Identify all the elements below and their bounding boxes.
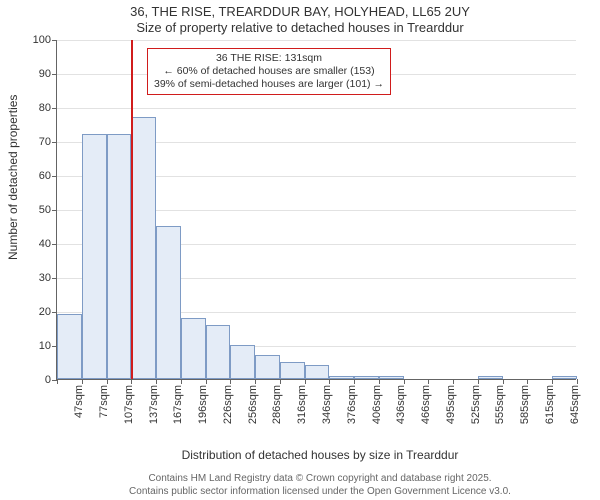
x-tick-mark xyxy=(552,379,553,384)
histogram-bar xyxy=(329,376,354,379)
x-tick-mark xyxy=(181,379,182,384)
y-tick-mark xyxy=(52,312,57,313)
histogram-bar xyxy=(552,376,577,379)
annotation-line: ← 60% of detached houses are smaller (15… xyxy=(154,65,384,78)
y-tick-label: 70 xyxy=(39,136,51,148)
x-tick-mark xyxy=(478,379,479,384)
y-axis-label: Number of detached properties xyxy=(6,95,20,260)
x-tick-mark xyxy=(527,379,528,384)
x-tick-mark xyxy=(107,379,108,384)
x-tick-mark xyxy=(206,379,207,384)
y-tick-label: 50 xyxy=(39,204,51,216)
y-tick-mark xyxy=(52,108,57,109)
histogram-bar xyxy=(57,314,82,379)
x-tick-label: 436sqm xyxy=(395,385,407,424)
y-tick-mark xyxy=(52,142,57,143)
y-tick-mark xyxy=(52,210,57,211)
x-tick-label: 47sqm xyxy=(73,385,85,418)
y-tick-label: 80 xyxy=(39,102,51,114)
x-tick-label: 585sqm xyxy=(519,385,531,424)
chart-container: 36, THE RISE, TREARDDUR BAY, HOLYHEAD, L… xyxy=(0,0,600,500)
x-tick-label: 137sqm xyxy=(148,385,160,424)
x-tick-mark xyxy=(131,379,132,384)
x-tick-mark xyxy=(379,379,380,384)
y-tick-mark xyxy=(52,176,57,177)
histogram-bar xyxy=(156,226,181,379)
y-tick-mark xyxy=(52,74,57,75)
x-tick-label: 167sqm xyxy=(172,385,184,424)
x-tick-mark xyxy=(329,379,330,384)
y-tick-label: 90 xyxy=(39,68,51,80)
annotation-line: 39% of semi-detached houses are larger (… xyxy=(154,78,384,91)
histogram-bar xyxy=(107,134,132,379)
x-tick-label: 555sqm xyxy=(494,385,506,424)
x-tick-mark xyxy=(255,379,256,384)
annotation-line: 36 THE RISE: 131sqm xyxy=(154,52,384,65)
x-tick-label: 495sqm xyxy=(445,385,457,424)
histogram-bar xyxy=(206,325,231,379)
x-tick-label: 466sqm xyxy=(420,385,432,424)
y-tick-label: 100 xyxy=(33,34,51,46)
y-tick-label: 30 xyxy=(39,272,51,284)
x-tick-mark xyxy=(503,379,504,384)
x-tick-label: 316sqm xyxy=(296,385,308,424)
histogram-bar xyxy=(354,376,379,379)
histogram-bar xyxy=(131,117,156,379)
histogram-bar xyxy=(305,365,330,379)
annotation-box: 36 THE RISE: 131sqm← 60% of detached hou… xyxy=(147,48,391,95)
x-axis-label: Distribution of detached houses by size … xyxy=(50,448,590,462)
x-tick-label: 645sqm xyxy=(569,385,581,424)
x-tick-mark xyxy=(404,379,405,384)
x-tick-label: 615sqm xyxy=(544,385,556,424)
histogram-bar xyxy=(255,355,280,379)
x-tick-mark xyxy=(453,379,454,384)
page-title: 36, THE RISE, TREARDDUR BAY, HOLYHEAD, L… xyxy=(0,4,600,19)
y-tick-mark xyxy=(52,278,57,279)
gridline xyxy=(57,108,576,109)
gridline xyxy=(57,40,576,41)
y-tick-label: 60 xyxy=(39,170,51,182)
x-tick-label: 77sqm xyxy=(98,385,110,418)
x-tick-label: 226sqm xyxy=(222,385,234,424)
x-tick-mark xyxy=(230,379,231,384)
y-tick-label: 40 xyxy=(39,238,51,250)
x-tick-label: 525sqm xyxy=(470,385,482,424)
x-tick-mark xyxy=(577,379,578,384)
y-tick-mark xyxy=(52,40,57,41)
y-tick-label: 20 xyxy=(39,306,51,318)
x-tick-mark xyxy=(305,379,306,384)
histogram-bar xyxy=(82,134,107,379)
x-tick-mark xyxy=(280,379,281,384)
histogram-bar xyxy=(181,318,206,379)
x-tick-label: 196sqm xyxy=(197,385,209,424)
histogram-bar xyxy=(280,362,305,379)
y-tick-mark xyxy=(52,244,57,245)
histogram-bar xyxy=(478,376,503,379)
x-tick-mark xyxy=(428,379,429,384)
x-tick-label: 256sqm xyxy=(247,385,259,424)
x-tick-label: 376sqm xyxy=(346,385,358,424)
x-tick-mark xyxy=(354,379,355,384)
x-tick-mark xyxy=(156,379,157,384)
histogram-bar xyxy=(230,345,255,379)
x-tick-label: 286sqm xyxy=(271,385,283,424)
chart-subtitle: Size of property relative to detached ho… xyxy=(0,20,600,35)
y-tick-label: 0 xyxy=(45,374,51,386)
x-tick-mark xyxy=(82,379,83,384)
x-tick-label: 107sqm xyxy=(123,385,135,424)
x-tick-mark xyxy=(57,379,58,384)
marker-line xyxy=(131,40,133,379)
histogram-bar xyxy=(379,376,404,379)
x-tick-label: 346sqm xyxy=(321,385,333,424)
credit-line-1: Contains HM Land Registry data © Crown c… xyxy=(50,473,590,484)
x-tick-label: 406sqm xyxy=(371,385,383,424)
y-tick-label: 10 xyxy=(39,340,51,352)
plot-area: 010203040506070809010047sqm77sqm107sqm13… xyxy=(56,40,576,380)
credit-line-2: Contains public sector information licen… xyxy=(50,486,590,497)
